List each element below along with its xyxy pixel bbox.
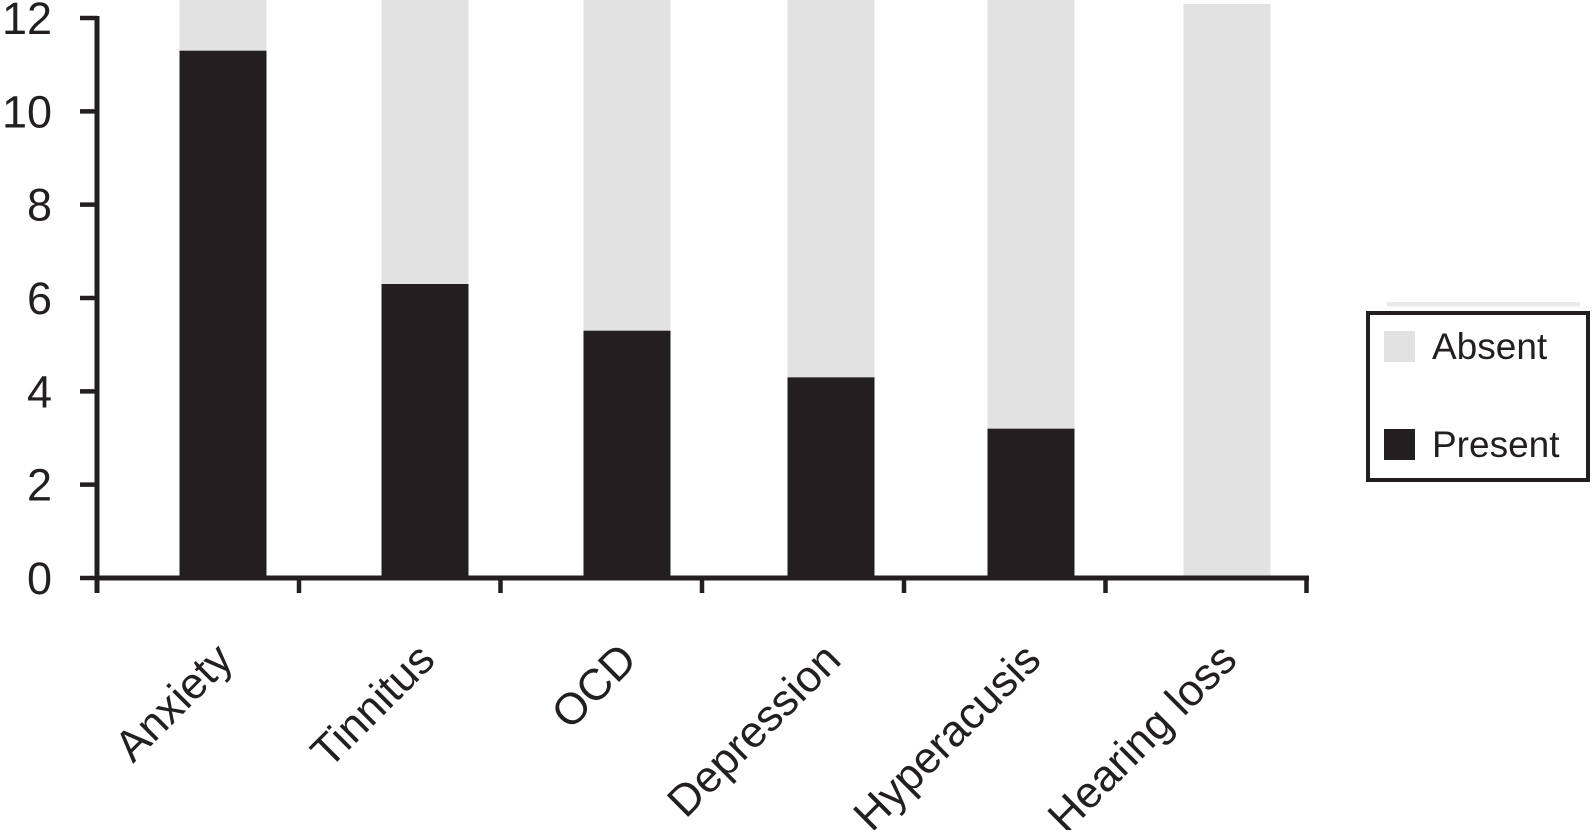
y-axis-ticks-group: 0 2 4 6 8 10 12 bbox=[2, 0, 97, 604]
y-tick-label-10: 10 bbox=[2, 86, 52, 137]
bar-absent-ocd bbox=[583, 0, 671, 331]
x-category-label-tinnitus: Tinnitus bbox=[302, 634, 444, 776]
legend: Absent Present bbox=[1366, 311, 1590, 482]
bar-present-tinnitus bbox=[381, 284, 469, 578]
y-tick-label-12: 12 bbox=[2, 0, 52, 44]
y-tick-label-8: 8 bbox=[27, 180, 52, 231]
legend-label-absent: Absent bbox=[1432, 326, 1548, 367]
bar-present-hyperacusis bbox=[987, 428, 1075, 578]
y-tick-label-4: 4 bbox=[27, 366, 52, 417]
y-tick-label-2: 2 bbox=[27, 460, 52, 511]
y-tick-label-0: 0 bbox=[27, 553, 52, 604]
bar-absent-hyperacusis bbox=[987, 0, 1075, 429]
bar-present-anxiety bbox=[179, 50, 267, 579]
bars-group bbox=[179, 0, 1271, 579]
bar-present-depression bbox=[787, 377, 875, 578]
x-category-label-hearing-loss: Hearing loss bbox=[1038, 634, 1246, 830]
legend-swatch-present bbox=[1384, 429, 1415, 460]
bar-absent-depression bbox=[787, 0, 875, 378]
x-category-label-ocd: OCD bbox=[542, 634, 646, 738]
bar-absent-anxiety bbox=[179, 0, 267, 51]
legend-top-artifact-strip bbox=[1387, 302, 1580, 307]
x-axis-labels-group: Anxiety Tinnitus OCD DepressionHyperacusisH… bbox=[105, 578, 1309, 830]
axes-group bbox=[94, 16, 1309, 593]
bar-absent-hearing-loss bbox=[1183, 4, 1271, 579]
bar-present-ocd bbox=[583, 330, 671, 578]
x-category-label-hyperacusis: Hyperacusis bbox=[844, 634, 1050, 830]
legend-label-present: Present bbox=[1432, 424, 1560, 465]
legend-swatch-absent bbox=[1384, 331, 1415, 362]
x-category-label-anxiety: Anxiety bbox=[105, 634, 242, 771]
y-tick-label-6: 6 bbox=[27, 273, 52, 324]
bar-absent-tinnitus bbox=[381, 0, 469, 285]
x-category-label-depression: Depression bbox=[658, 634, 850, 826]
